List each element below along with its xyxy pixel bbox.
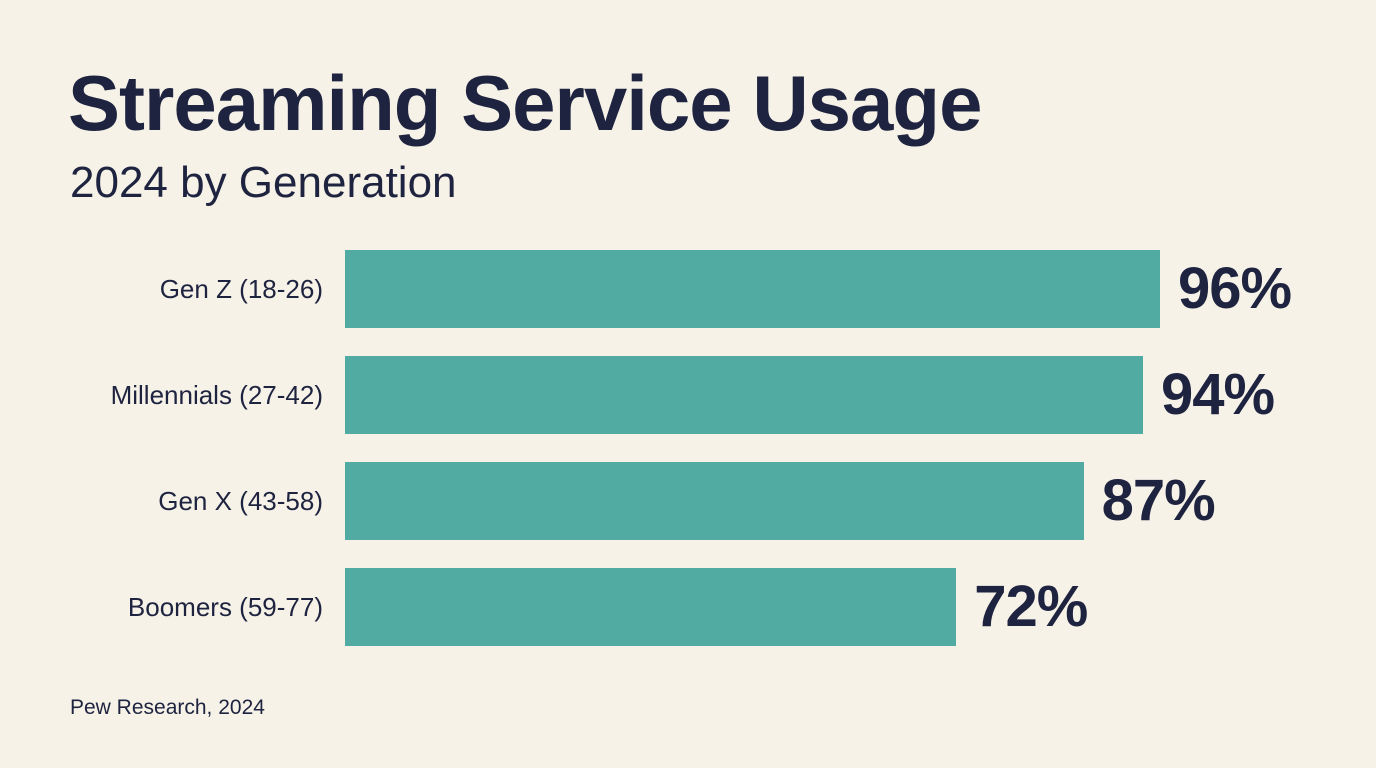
category-label: Gen Z (18-26) (159, 274, 323, 304)
bar (345, 568, 957, 646)
bar (345, 462, 1084, 540)
source-note: Pew Research, 2024 (70, 696, 265, 719)
value-label: 72% (974, 574, 1088, 639)
category-label: Gen X (43-58) (158, 486, 323, 516)
category-label: Millennials (27-42) (110, 380, 323, 410)
category-label: Boomers (59-77) (127, 592, 323, 622)
bar (345, 250, 1161, 328)
bar (345, 356, 1144, 434)
value-label: 87% (1101, 468, 1216, 533)
value-label: 94% (1161, 362, 1275, 427)
chart-subtitle: 2024 by Generation (70, 158, 457, 207)
chart-title: Streaming Service Usage (68, 59, 982, 147)
value-label: 96% (1178, 256, 1292, 321)
